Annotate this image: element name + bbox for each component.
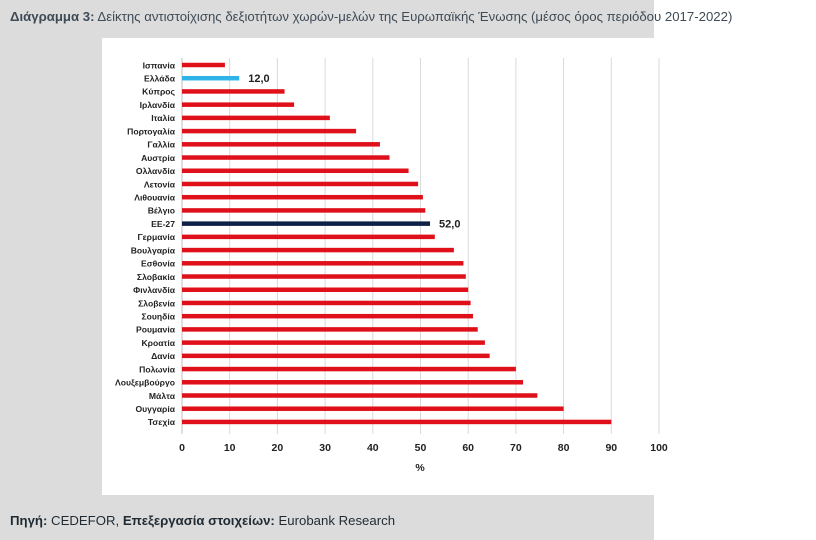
processing-label: Επεξεργασία στοιχείων: — [122, 513, 275, 528]
bar — [182, 75, 240, 81]
data-label: 52,0 — [439, 219, 460, 231]
x-tick-label: 30 — [319, 442, 331, 454]
bar — [182, 62, 225, 68]
x-tick-label: 20 — [272, 442, 284, 454]
bar-chart: 0 10 20 30 40 50 60 70 80 90 100% Ισπανία Ελλάδα 12,0… — [115, 58, 668, 474]
category-label: Γερμανία — [137, 232, 175, 242]
x-tick-label: 70 — [510, 442, 522, 454]
bar — [182, 168, 409, 174]
category-label: Εσθονία — [141, 259, 176, 269]
caption-label: Διάγραμμα 3: — [10, 9, 95, 24]
bar — [182, 300, 471, 306]
bar — [182, 380, 524, 385]
category-label: Γαλλία — [147, 140, 175, 150]
bar — [182, 327, 478, 332]
x-tick-label: 90 — [605, 442, 617, 454]
category-label: Κροατία — [141, 338, 175, 348]
bar — [182, 287, 469, 292]
bar — [182, 128, 357, 134]
bar — [182, 353, 490, 359]
bar — [182, 406, 564, 411]
x-tick-label: 50 — [415, 442, 427, 454]
bar — [182, 142, 380, 147]
category-label: ΕΕ-27 — [151, 219, 175, 229]
category-label: Ιρλανδία — [140, 100, 176, 110]
x-tick-label: 100 — [650, 442, 668, 454]
bar — [182, 393, 538, 398]
bar — [182, 89, 285, 94]
bar — [182, 208, 426, 213]
bar — [182, 274, 466, 279]
category-label: Πορτογαλία — [127, 126, 176, 136]
category-label: Μάλτα — [149, 391, 176, 401]
data-label: 12,0 — [248, 73, 269, 85]
category-label: Βουλγαρία — [131, 245, 176, 255]
category-label: Ολλανδία — [136, 166, 176, 176]
category-label: Ισπανία — [143, 60, 176, 70]
bar — [182, 102, 295, 107]
chart-caption: Διάγραμμα 3: Δείκτης αντιστοίχισης δεξιο… — [10, 9, 810, 24]
x-tick-label: 10 — [224, 442, 236, 454]
category-label: Λιθουανία — [134, 193, 175, 203]
category-label: Σουηδία — [141, 311, 175, 321]
processing-value: Eurobank Research — [274, 513, 396, 528]
category-label: Ρουμανία — [136, 325, 176, 335]
bar — [182, 261, 464, 266]
x-tick-label: 60 — [462, 442, 474, 454]
bar — [182, 181, 419, 187]
category-label: Φινλανδία — [133, 285, 176, 295]
bar — [182, 234, 435, 240]
category-label: Αυστρία — [141, 153, 176, 163]
category-label: Ελλάδα — [144, 74, 176, 84]
category-label: Λετονία — [144, 179, 176, 189]
bar — [182, 194, 423, 200]
category-label: Δανία — [151, 351, 176, 361]
category-label: Τσεχία — [148, 417, 176, 427]
bar — [182, 115, 330, 121]
x-tick-label: 40 — [367, 442, 379, 454]
category-label: Βέλγιο — [148, 206, 175, 216]
caption-text: Δείκτης αντιστοίχισης δεξιοτήτων χωρών-μ… — [94, 9, 733, 24]
category-label: Ιταλία — [151, 113, 175, 123]
bar — [182, 221, 431, 226]
bar — [182, 419, 612, 425]
bar — [182, 247, 454, 253]
x-axis-label: % — [415, 462, 425, 474]
category-label: Σλοβακία — [137, 272, 176, 282]
category-label: Λουξεμβούργο — [115, 378, 175, 388]
category-label: Ουγγαρία — [135, 404, 175, 414]
x-tick-label: 80 — [558, 442, 570, 454]
source-label: Πηγή: — [10, 513, 48, 528]
x-tick-label: 0 — [179, 442, 185, 454]
chart-area: 0 10 20 30 40 50 60 70 80 90 100% Ισπανία Ελλάδα 12,0… — [102, 38, 688, 495]
category-label: Πολωνία — [139, 364, 176, 374]
source-footer: Πηγή: CEDEFOR, Επεξεργασία στοιχείων: Eu… — [10, 513, 395, 528]
source-value: CEDEFOR, — [47, 513, 123, 528]
bar — [182, 155, 390, 160]
category-label: Κύπρος — [142, 87, 175, 97]
category-label: Σλοβενία — [138, 298, 176, 308]
bar — [182, 313, 473, 319]
bar — [182, 366, 516, 372]
bar — [182, 340, 485, 345]
